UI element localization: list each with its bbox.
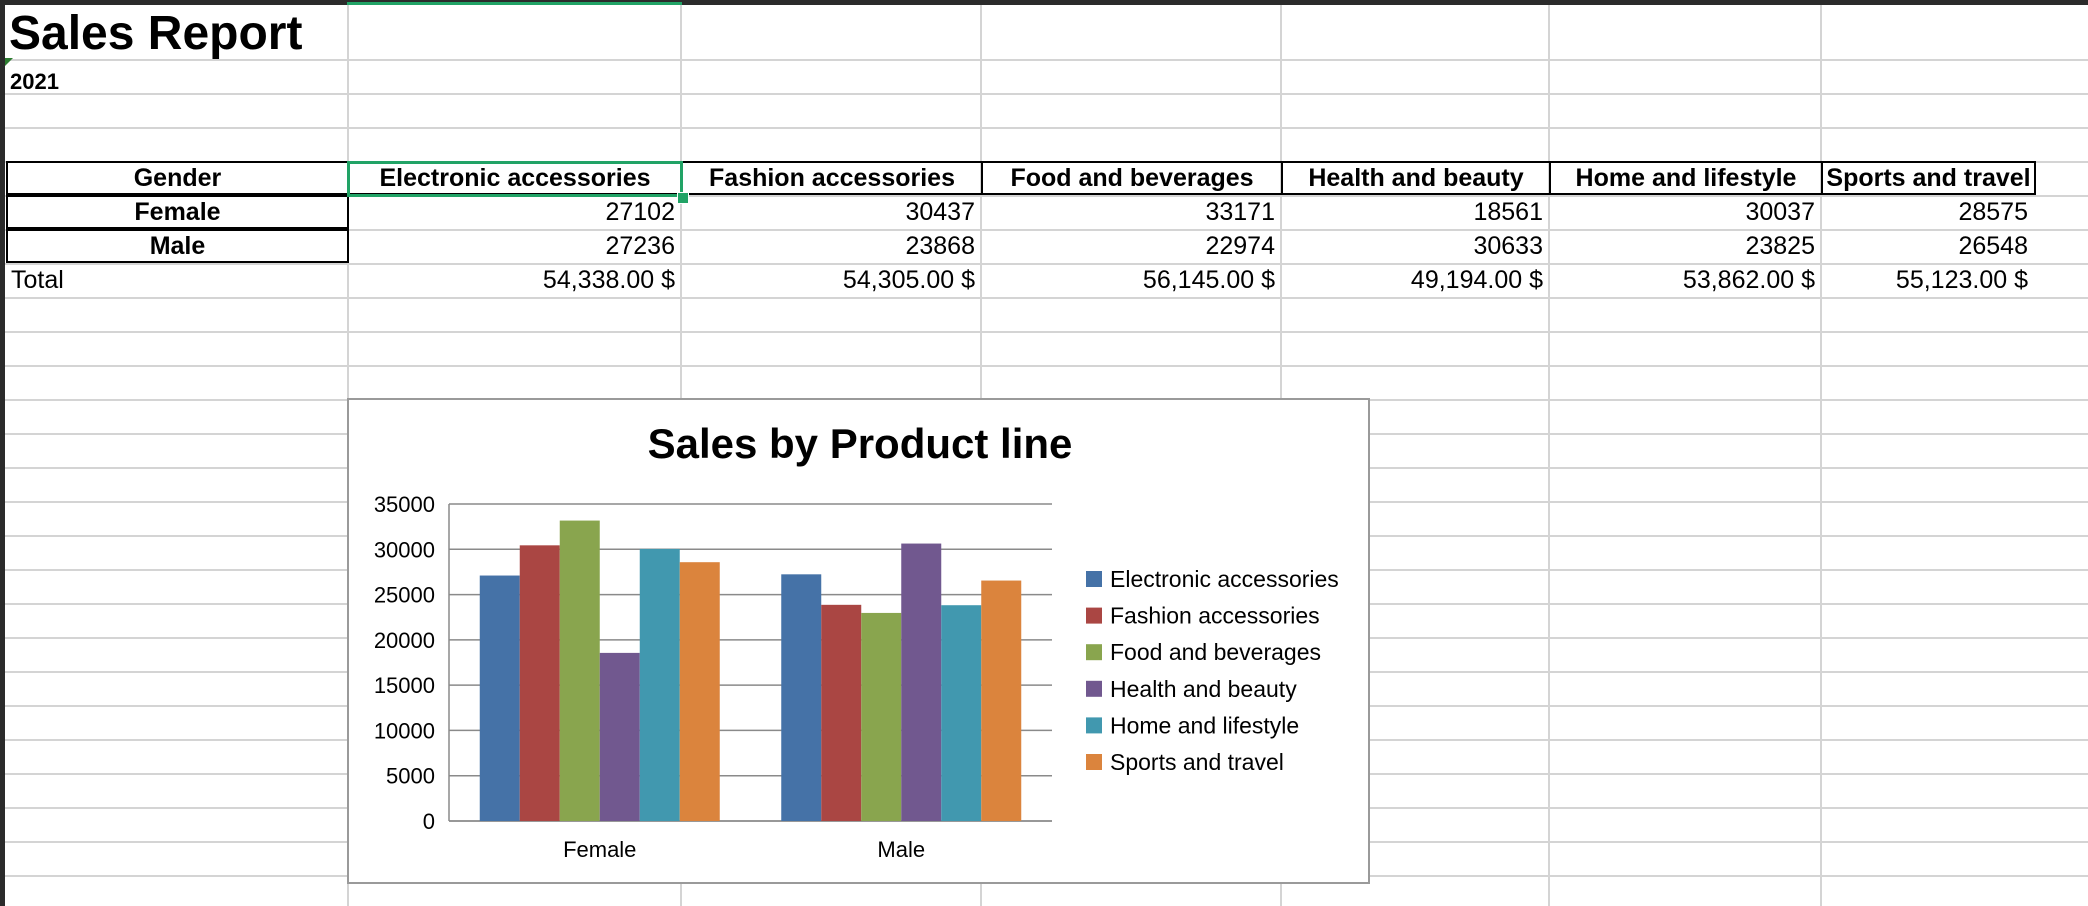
cell-female-food[interactable]: 33171 bbox=[1205, 197, 1275, 226]
cell-female-fashion[interactable]: 30437 bbox=[905, 197, 975, 226]
bar-female-health-and-beauty bbox=[599, 652, 640, 821]
y-tick-label: 20000 bbox=[374, 628, 435, 653]
bar-male-electronic-accessories bbox=[781, 574, 822, 821]
legend-swatch bbox=[1086, 571, 1102, 587]
cell-comment-marker bbox=[5, 58, 13, 66]
legend-swatch bbox=[1086, 607, 1102, 624]
legend-label: Home and lifestyle bbox=[1110, 712, 1299, 738]
row-label-female[interactable]: Female bbox=[6, 195, 349, 229]
grid-row-line bbox=[5, 365, 2088, 367]
legend-swatch bbox=[1086, 717, 1102, 734]
bar-female-food-and-beverages bbox=[559, 520, 600, 821]
grid-column-line bbox=[1548, 5, 1550, 906]
y-tick-label: 15000 bbox=[374, 673, 435, 698]
selected-column-indicator bbox=[347, 2, 682, 5]
grid-row-line bbox=[5, 229, 2088, 231]
bar-male-food-and-beverages bbox=[861, 612, 902, 821]
bar-female-sports-and-travel bbox=[679, 562, 720, 821]
legend-label: Electronic accessories bbox=[1110, 566, 1339, 592]
header-product-home[interactable]: Home and lifestyle bbox=[1549, 161, 1823, 195]
grid-row-line bbox=[5, 331, 2088, 333]
legend-label: Health and beauty bbox=[1110, 676, 1297, 702]
report-title[interactable]: Sales Report bbox=[9, 7, 303, 60]
x-tick-label: Female bbox=[563, 837, 636, 862]
window-frame-top bbox=[0, 0, 2088, 5]
bar-female-home-and-lifestyle bbox=[639, 548, 680, 821]
bar-male-home-and-lifestyle bbox=[941, 605, 982, 821]
grid-row-line bbox=[5, 263, 2088, 265]
report-year[interactable]: 2021 bbox=[10, 69, 59, 94]
bar-male-fashion-accessories bbox=[821, 604, 862, 821]
cell-male-fashion[interactable]: 23868 bbox=[905, 231, 975, 260]
grid-column-line bbox=[1820, 5, 1822, 906]
y-tick-label: 25000 bbox=[374, 583, 435, 608]
grid-row-line bbox=[5, 93, 2088, 95]
row-label-total[interactable]: Total bbox=[11, 265, 64, 294]
header-product-fashion[interactable]: Fashion accessories bbox=[681, 161, 983, 195]
legend-label: Food and beverages bbox=[1110, 639, 1321, 665]
cell-female-home[interactable]: 30037 bbox=[1745, 197, 1815, 226]
cell-total-health[interactable]: 49,194.00 $ bbox=[1410, 265, 1543, 294]
legend-swatch bbox=[1086, 644, 1102, 661]
header-product-food[interactable]: Food and beverages bbox=[981, 161, 1283, 195]
sales-chart[interactable]: Sales by Product line 0 5000 10000 15000 2000… bbox=[347, 398, 1370, 884]
cell-male-health[interactable]: 30633 bbox=[1473, 231, 1543, 260]
active-cell-selection[interactable] bbox=[347, 161, 683, 197]
header-product-sports[interactable]: Sports and travel bbox=[1821, 161, 2036, 195]
header-product-health[interactable]: Health and beauty bbox=[1281, 161, 1551, 195]
chart-title: Sales by Product line bbox=[648, 420, 1073, 467]
cell-total-home[interactable]: 53,862.00 $ bbox=[1682, 265, 1815, 294]
cell-female-sports[interactable]: 28575 bbox=[1958, 197, 2028, 226]
y-tick-label: 30000 bbox=[374, 537, 435, 562]
grid-row-line bbox=[5, 195, 2088, 197]
bar-male-sports-and-travel bbox=[981, 580, 1022, 821]
x-tick-label: Male bbox=[877, 837, 925, 862]
y-tick-label: 5000 bbox=[386, 764, 435, 789]
cell-male-electronic[interactable]: 27236 bbox=[605, 231, 675, 260]
fill-handle[interactable] bbox=[677, 192, 689, 204]
grid-row-line bbox=[5, 127, 2088, 129]
cell-male-food[interactable]: 22974 bbox=[1205, 231, 1275, 260]
cell-total-sports[interactable]: 55,123.00 $ bbox=[1895, 265, 2028, 294]
bar-female-fashion-accessories bbox=[519, 545, 560, 821]
grid-row-line bbox=[5, 297, 2088, 299]
cell-total-food[interactable]: 56,145.00 $ bbox=[1142, 265, 1275, 294]
cell-male-sports[interactable]: 26548 bbox=[1958, 231, 2028, 260]
y-tick-label: 35000 bbox=[374, 492, 435, 517]
cell-total-fashion[interactable]: 54,305.00 $ bbox=[842, 265, 975, 294]
cell-female-electronic[interactable]: 27102 bbox=[605, 197, 675, 226]
y-tick-label: 0 bbox=[423, 809, 435, 834]
cell-male-home[interactable]: 23825 bbox=[1745, 231, 1815, 260]
y-tick-label: 10000 bbox=[374, 718, 435, 743]
header-gender[interactable]: Gender bbox=[6, 161, 349, 195]
legend-swatch bbox=[1086, 754, 1102, 770]
window-frame-left bbox=[0, 0, 5, 906]
row-label-male[interactable]: Male bbox=[6, 229, 349, 263]
bar-male-health-and-beauty bbox=[901, 543, 942, 821]
legend-label: Fashion accessories bbox=[1110, 603, 1320, 629]
legend-label: Sports and travel bbox=[1110, 749, 1284, 775]
chart-canvas: Sales by Product line 0 5000 10000 15000 2000… bbox=[374, 420, 1339, 862]
cell-female-health[interactable]: 18561 bbox=[1473, 197, 1543, 226]
legend-swatch bbox=[1086, 680, 1102, 697]
bar-female-electronic-accessories bbox=[479, 575, 520, 821]
cell-total-electronic[interactable]: 54,338.00 $ bbox=[542, 265, 675, 294]
grid-row-line bbox=[5, 59, 2088, 61]
